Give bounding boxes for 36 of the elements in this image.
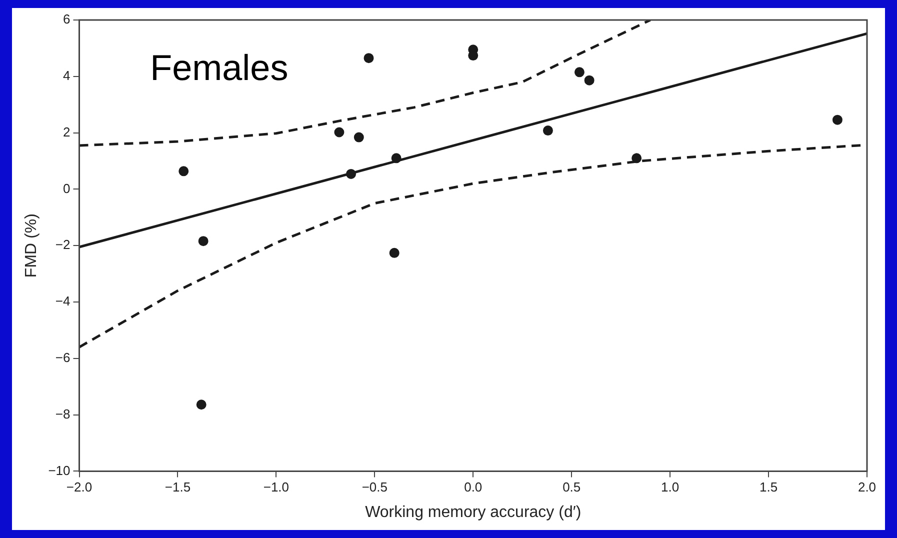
point [354, 132, 364, 142]
point [832, 114, 842, 125]
point [364, 53, 374, 64]
y-tick-label: 4 [63, 68, 70, 83]
x-tick-label: 2.0 [858, 480, 876, 495]
y-tick-label: −6 [55, 350, 70, 365]
y-tick-label: −10 [48, 462, 70, 478]
point [584, 75, 594, 86]
x-tick-label: 1.5 [759, 480, 778, 495]
point [334, 127, 344, 138]
x-tick-label: −0.5 [362, 480, 388, 495]
point [574, 67, 584, 78]
point [542, 126, 553, 136]
y-axis-title: FMD (%) [23, 214, 40, 278]
x-tick-label: 0.5 [562, 480, 581, 495]
x-tick-label: 1.0 [661, 480, 680, 495]
x-tick-label: −2.0 [66, 480, 92, 495]
y-tick-label: −2 [55, 237, 70, 252]
y-tick-label: −4 [55, 294, 70, 309]
point [178, 166, 189, 176]
annotation: Females [150, 47, 288, 88]
x-axis-title: Working memory accuracy (d′) [365, 504, 582, 521]
point [196, 400, 206, 410]
point [391, 153, 402, 164]
y-tick-label: −8 [55, 406, 70, 422]
x-tick-label: −1.5 [164, 480, 191, 495]
point [389, 248, 400, 258]
point [632, 153, 642, 164]
line-series [79, 20, 652, 147]
point [346, 168, 356, 179]
x-tick-label: −1.0 [263, 480, 290, 495]
y-tick-label: 6 [63, 12, 70, 27]
y-tick-label: 0 [63, 180, 70, 196]
y-tick-label: 2 [63, 124, 70, 140]
point [198, 236, 208, 246]
x-tick-label: 0.0 [464, 480, 482, 495]
